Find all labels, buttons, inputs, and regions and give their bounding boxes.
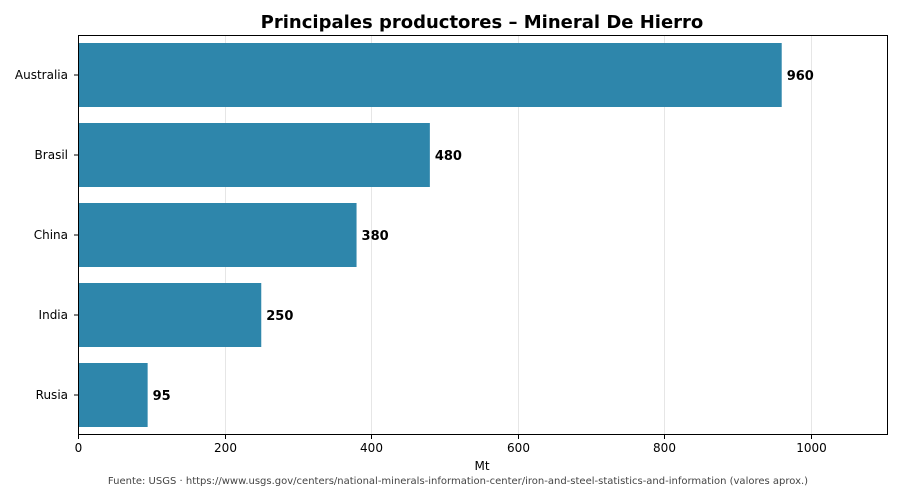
bar-india [78, 283, 262, 347]
y-tick-label: Brasil [35, 148, 68, 162]
x-axis: 0 200 400 600 800 1000 [75, 435, 827, 455]
y-tick-label: China [34, 228, 68, 242]
y-tick-label: Australia [15, 68, 68, 82]
data-label: 95 [153, 389, 171, 404]
y-tick-label: India [39, 308, 68, 322]
x-tick-label: 200 [214, 441, 237, 455]
bar-china [78, 203, 357, 267]
bar-rusia [78, 363, 148, 427]
plot-frame [78, 35, 888, 435]
bar-brasil [78, 123, 430, 187]
bar-australia [78, 43, 782, 107]
y-tick-label: Rusia [36, 388, 68, 402]
x-tick-label: 0 [75, 441, 83, 455]
data-label: 250 [266, 309, 293, 324]
x-tick-label: 600 [507, 441, 530, 455]
data-label: 960 [787, 69, 814, 84]
source-note: Fuente: USGS · https://www.usgs.gov/cent… [108, 476, 808, 486]
data-label-layer: 960 480 380 250 95 [153, 69, 814, 404]
chart-title: Principales productores – Mineral De Hie… [261, 12, 704, 33]
bar-layer [78, 43, 782, 427]
x-tick-label: 800 [653, 441, 676, 455]
x-axis-label: Mt [474, 459, 489, 473]
y-axis: Australia Brasil China India Rusia [15, 68, 78, 402]
data-label: 380 [362, 229, 389, 244]
x-tick-label: 400 [360, 441, 383, 455]
x-tick-label: 1000 [796, 441, 827, 455]
data-label: 480 [435, 149, 462, 164]
